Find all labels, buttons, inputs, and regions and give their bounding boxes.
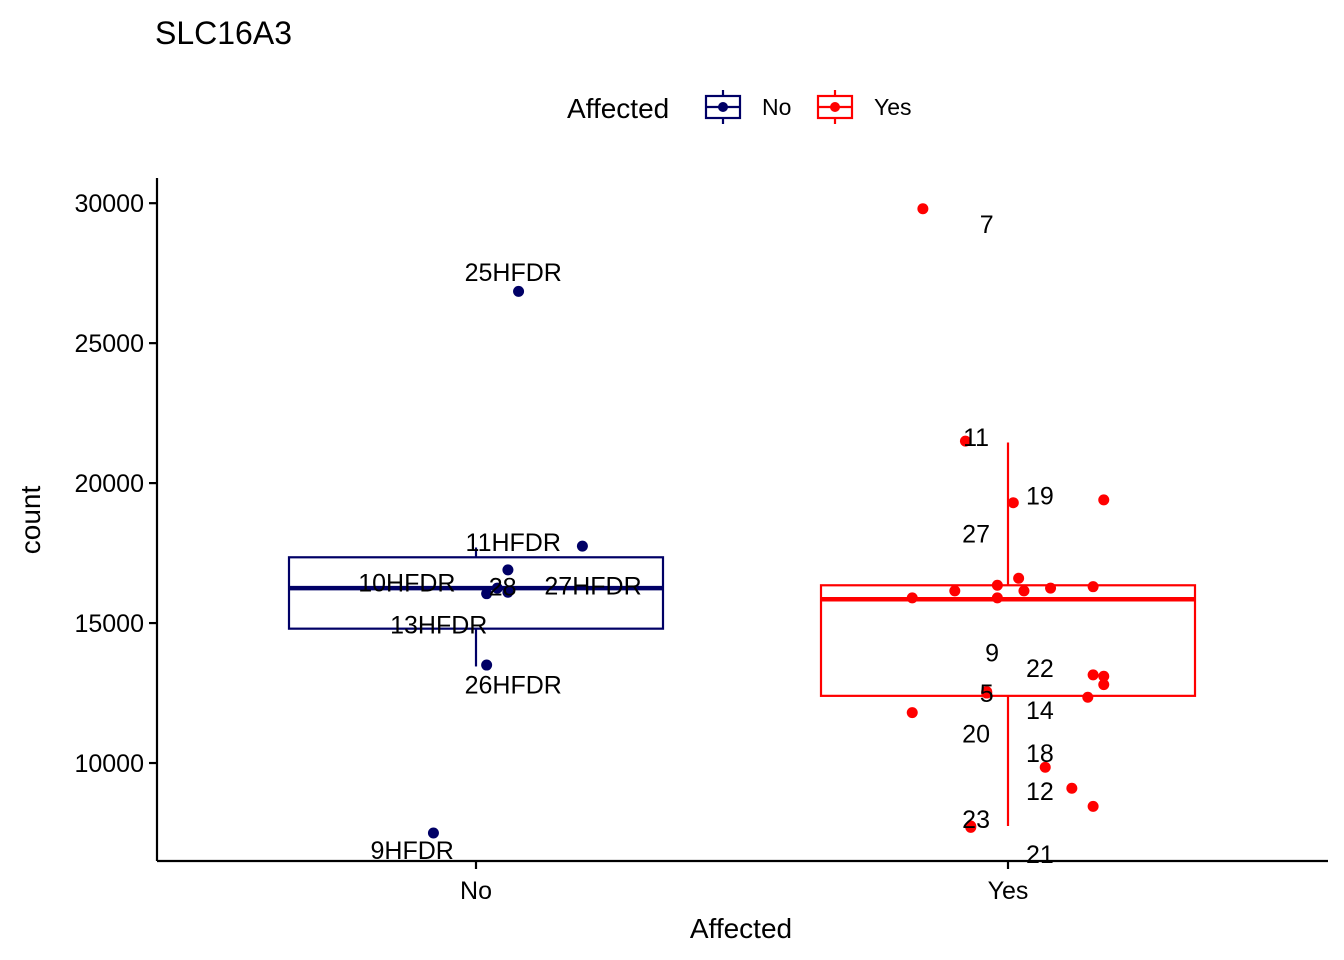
data-point xyxy=(1007,497,1019,509)
data-point xyxy=(1082,691,1094,703)
point-label: 7 xyxy=(980,211,994,239)
point-label: 19 xyxy=(1026,483,1054,511)
y-tick-label: 10000 xyxy=(74,750,144,778)
y-tick-label: 30000 xyxy=(74,190,144,218)
point-label: 27 xyxy=(962,520,990,548)
point-label: 13HFDR xyxy=(390,611,487,639)
point-label: 20 xyxy=(962,721,990,749)
box-iqr xyxy=(819,584,1197,697)
point-label: 9 xyxy=(985,639,999,667)
point-label: 10HFDR xyxy=(358,569,455,597)
data-point xyxy=(991,579,1003,591)
legend-key-point xyxy=(830,102,840,112)
point-label: 26HFDR xyxy=(465,672,562,700)
data-point xyxy=(491,582,503,594)
data-point xyxy=(1087,800,1099,812)
y-axis-title: count xyxy=(15,486,46,555)
data-point xyxy=(1066,782,1078,794)
box-iqr xyxy=(287,556,665,630)
legend-label-yes: Yes xyxy=(874,94,912,120)
point-label: 21 xyxy=(1026,841,1054,869)
point-label: 18 xyxy=(1026,740,1054,768)
data-point xyxy=(1013,572,1025,584)
data-point xyxy=(959,435,971,447)
data-point xyxy=(917,203,929,215)
chart-title: SLC16A3 xyxy=(155,15,292,51)
data-point xyxy=(1045,582,1057,594)
point-label: 12 xyxy=(1026,778,1054,806)
data-point xyxy=(513,285,525,297)
data-point xyxy=(1098,670,1110,682)
plot-area: 10000 15000 20000 25000 30000 No Yes 25HFDR 11HF… xyxy=(74,178,1328,905)
data-point xyxy=(906,592,918,604)
x-tick-label: Yes xyxy=(988,877,1029,905)
legend-key-point xyxy=(718,102,728,112)
point-label: 11 xyxy=(963,424,989,452)
point-label: 14 xyxy=(1026,697,1054,725)
data-point xyxy=(481,588,493,600)
data-point xyxy=(965,821,977,833)
data-point xyxy=(1098,679,1110,691)
data-point xyxy=(576,540,588,552)
point-label: 5 xyxy=(980,680,994,708)
legend-label-no: No xyxy=(762,94,791,120)
data-point xyxy=(502,586,514,598)
point-label: 25HFDR xyxy=(465,259,562,287)
point-label: 9HFDR xyxy=(370,837,453,865)
y-tick-label: 20000 xyxy=(74,470,144,498)
legend: Affected No Yes xyxy=(567,90,912,124)
x-tick-label: No xyxy=(460,877,492,905)
data-point xyxy=(981,687,993,699)
data-point xyxy=(1039,761,1051,773)
point-label: 11HFDR xyxy=(466,529,561,557)
point-label: 22 xyxy=(1026,655,1054,683)
data-point xyxy=(502,564,514,576)
data-point xyxy=(1098,494,1110,506)
data-point xyxy=(481,659,493,671)
data-point xyxy=(1018,585,1030,597)
data-point xyxy=(1087,669,1099,681)
legend-title: Affected xyxy=(567,93,669,124)
x-axis-title: Affected xyxy=(690,913,792,944)
point-label: 23 xyxy=(962,806,990,834)
data-point xyxy=(1087,581,1099,593)
y-tick-label: 25000 xyxy=(74,330,144,358)
point-label: 28 xyxy=(489,574,517,602)
data-point xyxy=(991,592,1003,604)
data-point xyxy=(949,585,961,597)
box-no xyxy=(287,285,665,839)
box-yes xyxy=(819,203,1197,833)
data-point xyxy=(427,827,439,839)
data-point xyxy=(906,707,918,719)
y-tick-label: 15000 xyxy=(74,610,144,638)
point-label: 27HFDR xyxy=(544,572,641,600)
